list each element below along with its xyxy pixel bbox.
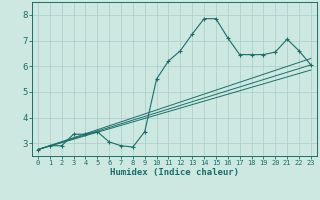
X-axis label: Humidex (Indice chaleur): Humidex (Indice chaleur) xyxy=(110,168,239,177)
